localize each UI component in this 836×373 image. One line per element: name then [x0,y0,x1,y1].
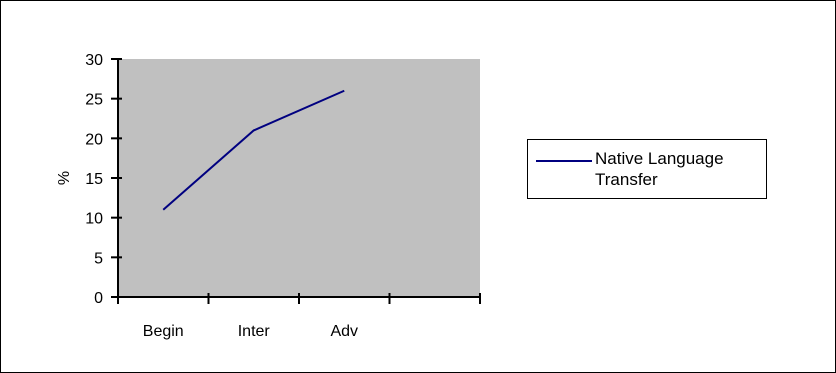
x-tick-label: Adv [330,323,358,340]
y-tick-label: 0 [94,290,103,307]
x-tick-label: Inter [238,323,271,340]
y-tick-label: 5 [94,250,103,267]
legend-series-swatch [536,160,592,162]
plot-area [118,59,480,297]
legend-series-label: Native Language Transfer [595,149,724,189]
y-tick-label: 10 [85,211,103,228]
y-tick-label: 15 [85,171,103,188]
y-axis-title: % [56,171,73,185]
series-group [162,89,345,211]
legend: Native Language Transfer [527,139,767,199]
y-axis: 0 5 10 15 20 25 30 [85,52,122,307]
x-tick-label: Begin [143,323,184,340]
x-axis: Begin Inter Adv [117,293,481,340]
y-tick-label: 20 [85,131,103,148]
y-tick-label: 30 [85,52,103,69]
y-tick-label: 25 [85,92,103,109]
